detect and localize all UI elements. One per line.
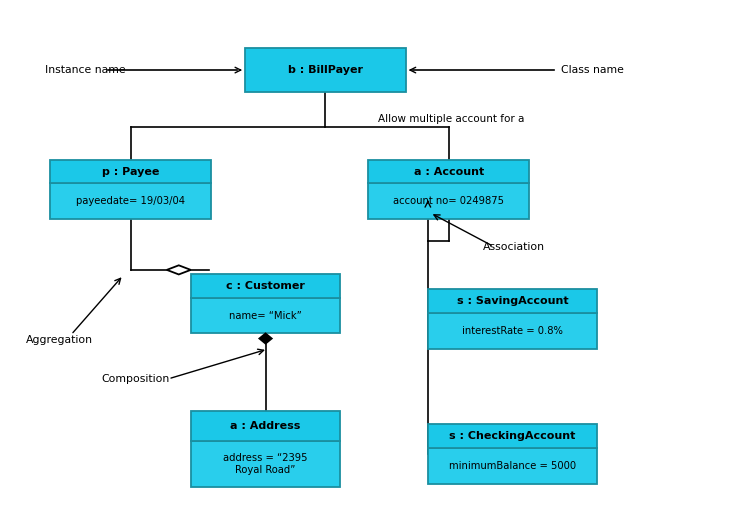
Text: address = “2395
Royal Road”: address = “2395 Royal Road”: [224, 453, 307, 475]
Text: Allow multiple account for a: Allow multiple account for a: [378, 114, 524, 125]
Text: account no= 0249875: account no= 0249875: [393, 196, 504, 207]
Text: Instance name: Instance name: [45, 65, 126, 75]
Polygon shape: [167, 265, 191, 275]
Polygon shape: [260, 334, 272, 344]
Bar: [191, 274, 340, 298]
Bar: [428, 448, 596, 484]
Text: s : CheckingAccount: s : CheckingAccount: [450, 431, 575, 441]
Bar: [368, 183, 530, 219]
Bar: [191, 298, 340, 334]
Text: a : Account: a : Account: [414, 167, 484, 176]
Bar: [428, 313, 596, 349]
Text: b : BillPayer: b : BillPayer: [288, 65, 363, 75]
Text: minimumBalance = 5000: minimumBalance = 5000: [449, 461, 576, 471]
Text: s : SavingAccount: s : SavingAccount: [456, 296, 568, 306]
Bar: [428, 290, 596, 313]
Bar: [368, 159, 530, 183]
Text: Composition: Composition: [101, 374, 169, 384]
Bar: [50, 159, 211, 183]
Text: Class name: Class name: [561, 65, 624, 75]
Text: interestRate = 0.8%: interestRate = 0.8%: [462, 326, 562, 336]
Bar: [428, 425, 596, 448]
Text: c : Customer: c : Customer: [226, 281, 305, 291]
Text: Association: Association: [482, 241, 545, 252]
Text: name= “Mick”: name= “Mick”: [229, 310, 302, 321]
Bar: [245, 48, 405, 92]
Text: p : Payee: p : Payee: [102, 167, 159, 176]
Text: a : Address: a : Address: [230, 421, 301, 431]
Bar: [50, 183, 211, 219]
Text: Aggregation: Aggregation: [26, 335, 94, 345]
Text: payeedate= 19/03/04: payeedate= 19/03/04: [76, 196, 186, 207]
Bar: [191, 441, 340, 487]
Bar: [191, 411, 340, 441]
